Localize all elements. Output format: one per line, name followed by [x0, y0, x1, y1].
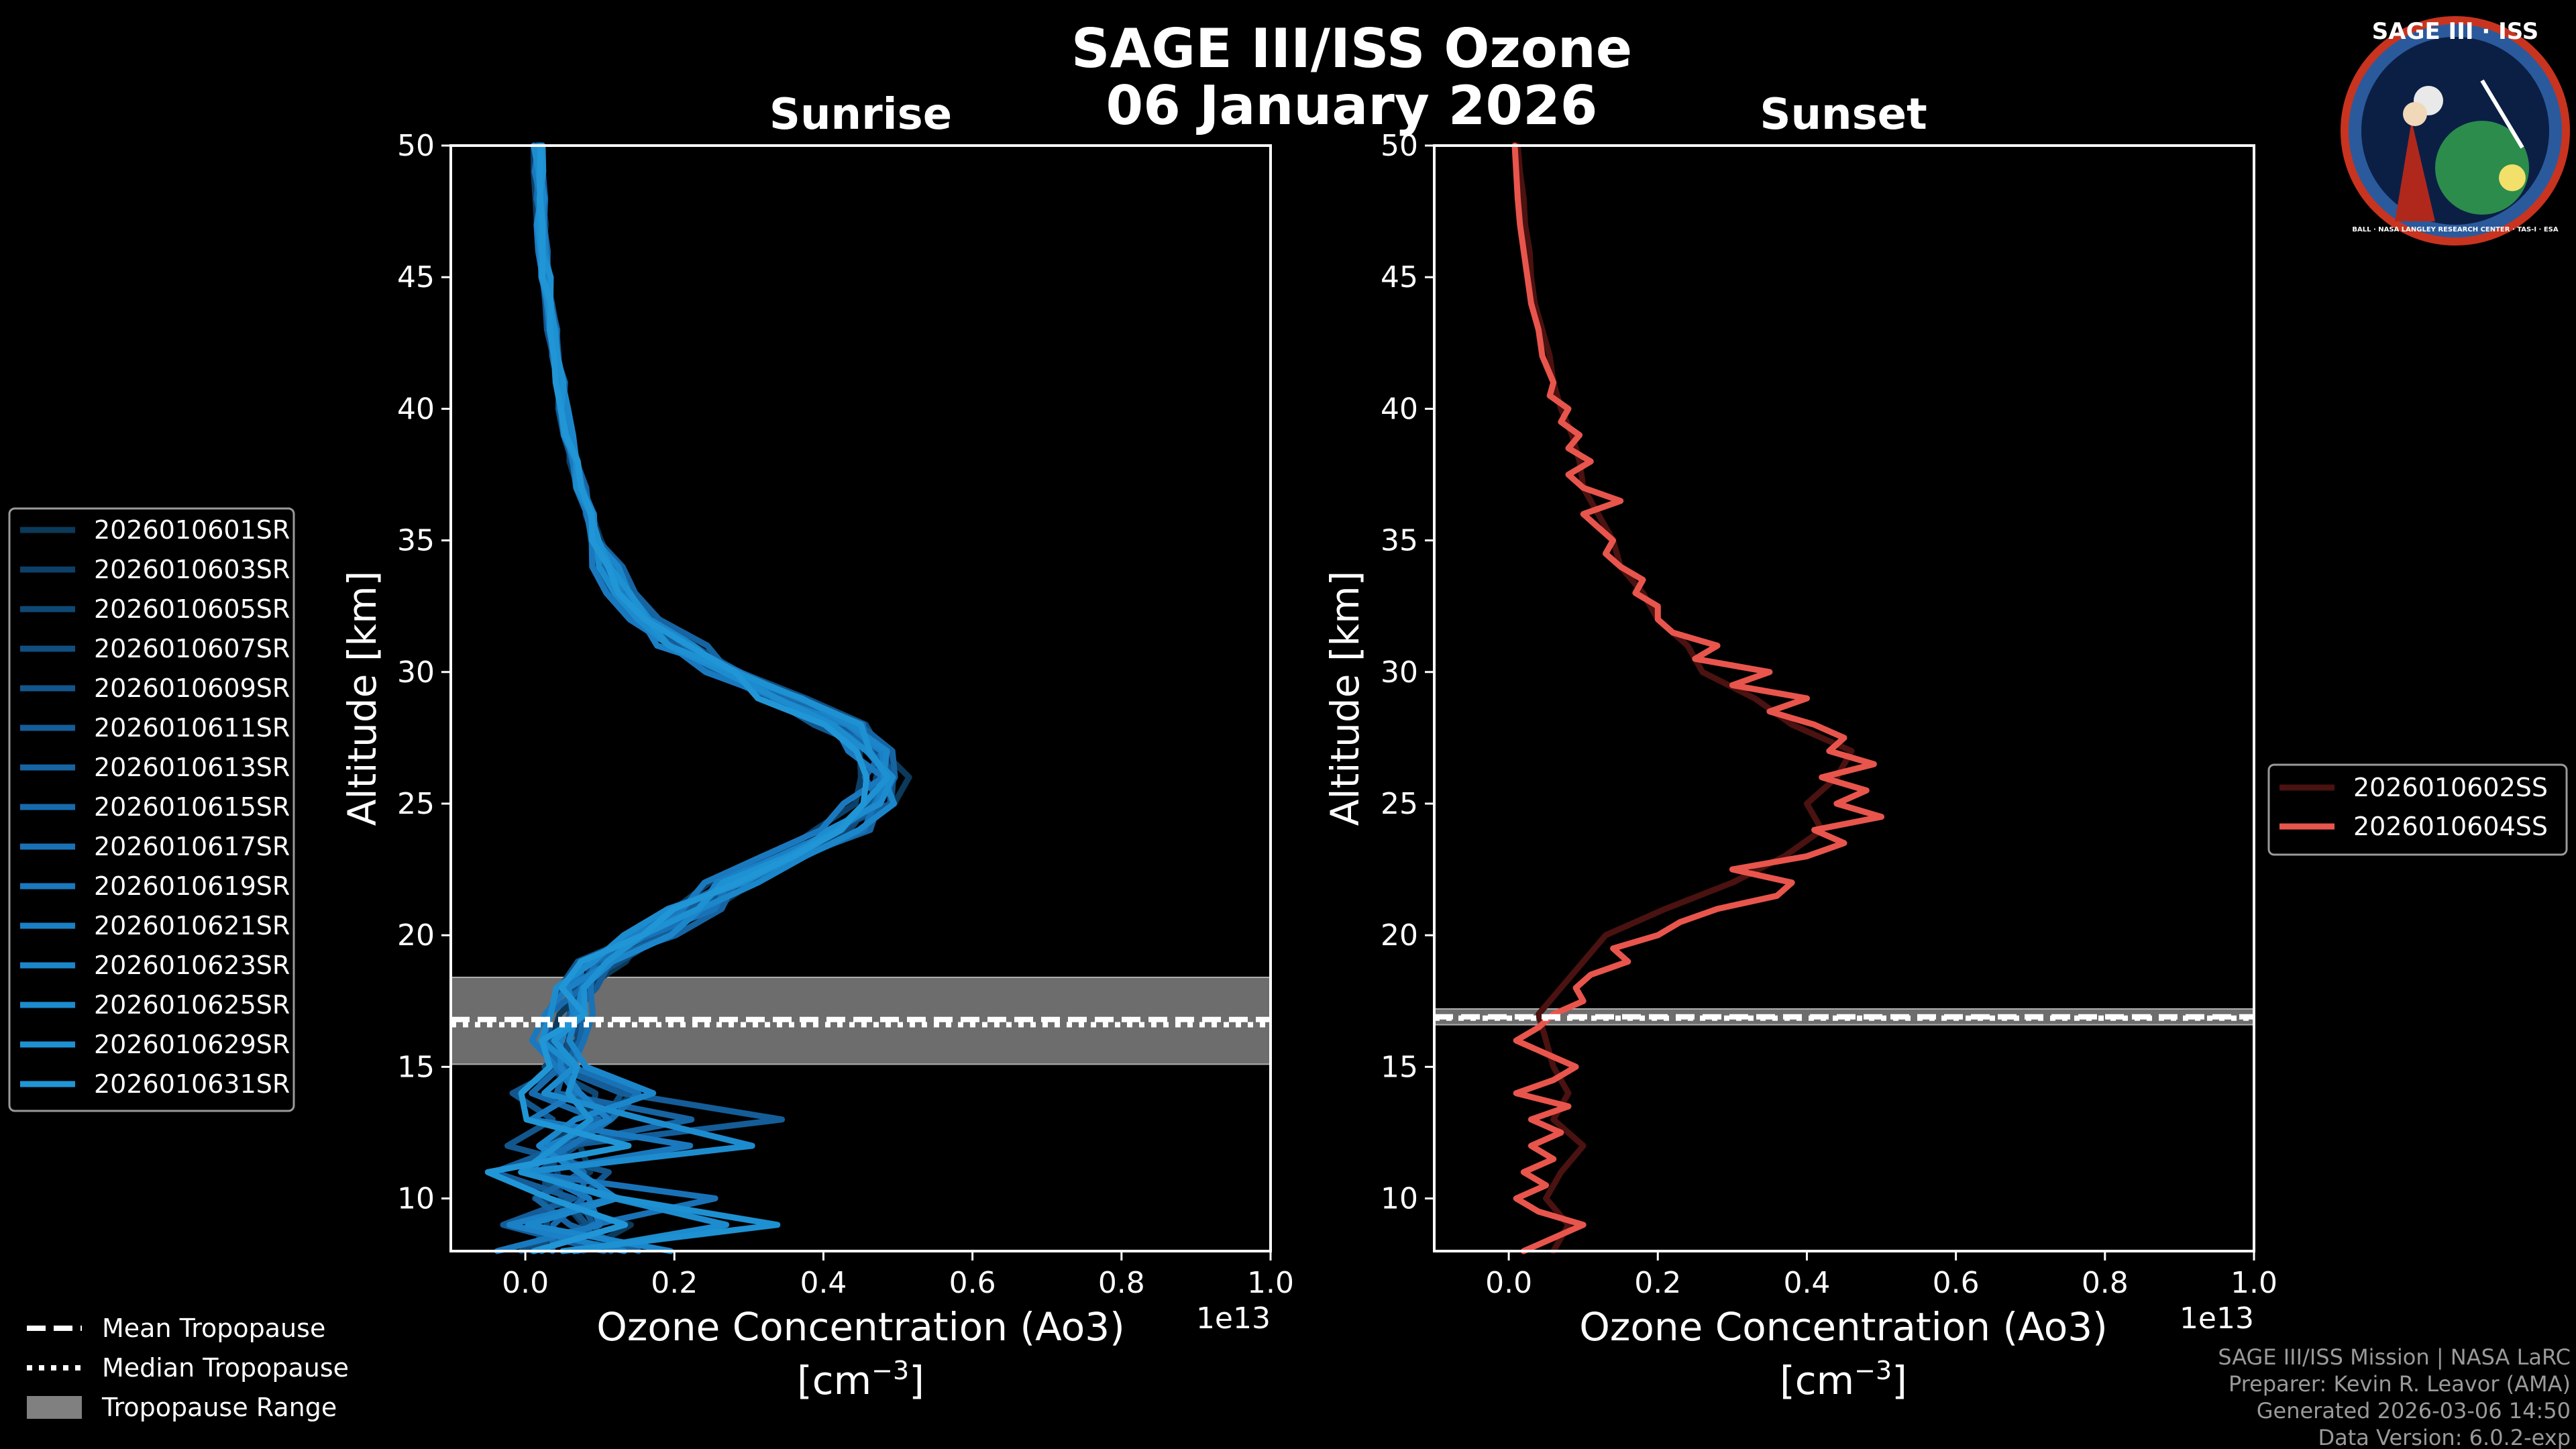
- sunset-ylabel: Altitude [km]: [1322, 571, 1368, 826]
- sunrise-legend-label: 2026010605SR: [94, 594, 290, 624]
- sunrise-xtick-label: 0.6: [949, 1266, 996, 1300]
- sunset-panel: Sunset 0.0 0.2 0.4 0.6 0.8 1.0 10 15 20 25 30 35 40…: [1322, 90, 2277, 1403]
- sunset-ytick-label: 25: [1381, 787, 1418, 821]
- sunrise-ytick-label: 15: [397, 1050, 435, 1084]
- sunset-ytick-label: 35: [1381, 524, 1418, 558]
- sunrise-title: Sunrise: [769, 90, 952, 140]
- sunrise-legend-label: 2026010607SR: [94, 634, 290, 663]
- sunset-xtick-label: 1.0: [2231, 1266, 2277, 1300]
- sunset-xtick-label: 0.6: [1933, 1266, 1980, 1300]
- sunrise-ytick-label: 40: [397, 392, 435, 426]
- sunset-xtick-label: 0.2: [1634, 1266, 1681, 1300]
- sunrise-ytick-label: 50: [397, 129, 435, 163]
- sunset-ytick-label: 40: [1381, 392, 1418, 426]
- sunrise-axes-frame: [449, 144, 1272, 1252]
- sunrise-legend-label: 2026010629SR: [94, 1030, 290, 1059]
- credit-line: Preparer: Kevin R. Leavor (AMA): [2229, 1371, 2571, 1397]
- sunrise-ytick-label: 30: [397, 655, 435, 690]
- sunrise-legend-label: 2026010623SR: [94, 951, 290, 980]
- sunrise-ytick-label: 20: [397, 918, 435, 953]
- sunset-plot-background: [1434, 146, 2254, 1251]
- sunrise-legend-label: 2026010601SR: [94, 515, 290, 545]
- sunset-series-2026010602SS: [1514, 142, 1855, 1254]
- sunrise-legend: 2026010601SR 2026010603SR 2026010605SR 2026…: [8, 507, 295, 1112]
- sunrise-xtick-label: 0.0: [502, 1266, 549, 1300]
- sage-iss-logo: SAGE III · ISS BALL · NASA LANGLEY RESEA…: [2341, 16, 2570, 246]
- sunrise-xlabel-units: [cm−3]: [797, 1356, 924, 1403]
- chart-title-line2: 06 January 2026: [1106, 74, 1598, 137]
- sunrise-xtick-label: 0.2: [651, 1266, 698, 1300]
- sunset-xlabel-units: [cm−3]: [1780, 1356, 1907, 1403]
- sunrise-legend-box: [8, 507, 295, 1112]
- sunset-ytick-label: 10: [1381, 1182, 1418, 1216]
- sunrise-legend-label: 2026010621SR: [94, 911, 290, 941]
- sunset-ytick-label: 30: [1381, 655, 1418, 690]
- sunset-ytick-label: 15: [1381, 1050, 1418, 1084]
- sunrise-xtick-label: 0.8: [1098, 1266, 1145, 1300]
- sunset-series-2026010604SS: [1511, 142, 1884, 1254]
- sunset-legend-label: 2026010604SS: [2353, 812, 2548, 841]
- sunrise-legend-label: 2026010611SR: [94, 713, 290, 743]
- sunrise-legend-label: 2026010609SR: [94, 674, 290, 703]
- sunrise-xtick-label: 0.4: [800, 1266, 847, 1300]
- sunrise-series-2026010629SR: [518, 142, 891, 1254]
- tropopause-legend: Mean Tropopause Median Tropopause Tropopau…: [27, 1313, 349, 1422]
- sunrise-panel: Sunrise 0.0 0.2 0.4 0.6 0.8 1.0 10 15 20 25 30 35 4…: [339, 90, 1294, 1403]
- sunset-legend-label: 2026010602SS: [2353, 773, 2548, 802]
- sunrise-ytick-label: 25: [397, 787, 435, 821]
- tropopause-legend-label: Median Tropopause: [102, 1353, 349, 1383]
- sunrise-legend-label: 2026010617SR: [94, 832, 290, 861]
- tropopause-legend-label: Tropopause Range: [101, 1393, 337, 1422]
- sunrise-ytick-label: 45: [397, 260, 435, 294]
- logo-ring-text: BALL · NASA LANGLEY RESEARCH CENTER · TA…: [2352, 226, 2559, 233]
- sunrise-xtick-label: 1.0: [1247, 1266, 1294, 1300]
- sunset-xtick-label: 0.8: [2082, 1266, 2129, 1300]
- sunrise-x-offset: 1e13: [1196, 1301, 1271, 1336]
- sunrise-ytick-label: 10: [397, 1182, 435, 1216]
- sunrise-ylabel: Altitude [km]: [339, 571, 385, 826]
- tropopause-legend-label: Mean Tropopause: [102, 1313, 325, 1343]
- credits: SAGE III/ISS Mission | NASA LaRC Prepare…: [2218, 1344, 2571, 1449]
- sunset-xtick-label: 0.0: [1485, 1266, 1532, 1300]
- chart-title-line1: SAGE III/ISS Ozone: [1071, 17, 1632, 80]
- logo-text: SAGE III · ISS: [2372, 18, 2538, 45]
- credit-line: Generated 2026-03-06 14:50: [2257, 1398, 2571, 1424]
- sunrise-legend-label: 2026010603SR: [94, 555, 290, 584]
- sunset-ytick-label: 20: [1381, 918, 1418, 953]
- sunset-xtick-label: 0.4: [1783, 1266, 1830, 1300]
- sunset-ytick-label: 50: [1381, 129, 1418, 163]
- sunrise-legend-label: 2026010631SR: [94, 1069, 290, 1099]
- sunset-title: Sunset: [1760, 90, 1927, 140]
- credit-line: SAGE III/ISS Mission | NASA LaRC: [2218, 1344, 2571, 1370]
- sunrise-legend-label: 2026010615SR: [94, 792, 290, 822]
- sunset-xlabel: Ozone Concentration (Ao3): [1579, 1304, 2108, 1350]
- sunrise-legend-label: 2026010613SR: [94, 753, 290, 782]
- sunset-axes-frame: [1433, 144, 2255, 1252]
- sunset-ytick-label: 45: [1381, 260, 1418, 294]
- tropopause-legend-swatch: [27, 1396, 82, 1419]
- sunrise-xlabel: Ozone Concentration (Ao3): [596, 1304, 1125, 1350]
- sunset-legend: 2026010602SS 2026010604SS: [2267, 763, 2568, 856]
- sunrise-series-2026010631SR: [484, 142, 870, 1254]
- sunrise-ytick-label: 35: [397, 524, 435, 558]
- sunrise-legend-label: 2026010619SR: [94, 871, 290, 901]
- sunrise-legend-label: 2026010625SR: [94, 990, 290, 1020]
- sunset-x-offset: 1e13: [2180, 1301, 2254, 1336]
- sunset-legend-box: [2267, 763, 2568, 856]
- credit-line: Data Version: 6.0.2-exp: [2318, 1425, 2571, 1449]
